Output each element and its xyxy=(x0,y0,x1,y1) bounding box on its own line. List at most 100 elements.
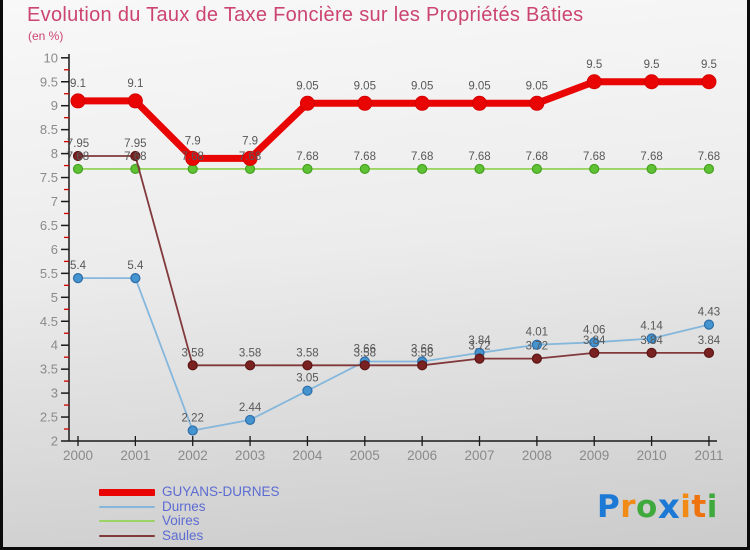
legend-item-guyans-durnes: GUYANS-DURNES xyxy=(99,485,280,500)
marker-guyans-durnes xyxy=(472,95,488,111)
legend-label-durnes: Durnes xyxy=(162,498,206,514)
value-label-saules: 7.95 xyxy=(124,138,146,150)
series-line-durnes xyxy=(77,277,710,432)
legend-item-voires: Voires xyxy=(99,514,280,529)
marker-guyans-durnes xyxy=(70,93,86,109)
value-label-saules: 3.58 xyxy=(354,347,376,359)
marker-durnes xyxy=(244,414,256,426)
value-label-voires: 7.68 xyxy=(468,151,490,163)
marker-saules xyxy=(474,353,485,364)
legend-swatch-voires xyxy=(99,520,155,523)
marker-guyans-durnes xyxy=(414,95,430,111)
marker-voires xyxy=(589,163,600,175)
value-label-voires: 7.68 xyxy=(296,151,318,163)
value-label-durnes: 4.14 xyxy=(640,320,663,332)
value-label-saules: 3.58 xyxy=(239,347,261,359)
y-tick-label: 4 xyxy=(51,338,58,353)
legend-swatch-guyans-durnes xyxy=(99,488,155,496)
value-label-guyans-durnes: 9.05 xyxy=(468,80,490,92)
logo-letter-i: i xyxy=(680,489,692,525)
logo-letter-r: r xyxy=(620,489,637,525)
marker-durnes xyxy=(531,339,542,350)
value-label-voires: 7.68 xyxy=(182,151,204,163)
value-label-guyans-durnes: 7.9 xyxy=(185,135,201,147)
x-tick-label: 2009 xyxy=(579,448,609,463)
y-tick-label: 9 xyxy=(51,98,58,113)
marker-voires xyxy=(531,163,542,175)
y-tick-label: 3.5 xyxy=(40,362,58,377)
y-tick-label: 9.5 xyxy=(40,74,58,89)
marker-durnes xyxy=(130,273,141,284)
value-label-durnes: 5.4 xyxy=(70,260,87,272)
value-label-durnes: 3.66 xyxy=(354,343,376,355)
x-tick-label: 2003 xyxy=(235,448,265,463)
value-label-voires: 7.68 xyxy=(411,151,433,163)
logo-letter-x: x xyxy=(657,487,681,527)
x-tick-label: 2001 xyxy=(120,448,150,463)
marker-durnes xyxy=(589,337,600,348)
x-tick-label: 2007 xyxy=(464,448,494,463)
y-tick-label: 2.5 xyxy=(40,410,58,425)
marker-saules xyxy=(417,360,428,371)
legend-swatch-saules xyxy=(99,534,155,537)
marker-voires xyxy=(703,163,715,175)
value-label-saules: 3.84 xyxy=(583,335,606,347)
marker-voires xyxy=(646,163,657,175)
y-tick-label: 8.5 xyxy=(40,122,58,137)
marker-durnes xyxy=(302,385,313,396)
tax-evolution-chart: 2 2.5 3 3.5 4 4.5 5 5.5 6 6.5 7 7.5 8 8.5 9 9.5 10 2000 20… xyxy=(3,0,747,475)
value-label-guyans-durnes: 9.5 xyxy=(701,59,717,71)
marker-guyans-durnes xyxy=(357,95,373,111)
value-label-durnes: 5.4 xyxy=(127,260,144,272)
value-label-saules: 3.84 xyxy=(640,335,663,347)
value-label-saules: 3.72 xyxy=(468,341,490,353)
marker-voires xyxy=(302,163,313,175)
value-label-saules: 3.58 xyxy=(182,347,204,359)
y-tick-label: 6.5 xyxy=(40,218,58,233)
x-tick-label: 2006 xyxy=(407,448,437,463)
value-label-voires: 7.68 xyxy=(124,151,146,163)
marker-guyans-durnes xyxy=(644,74,660,90)
x-tick-label: 2010 xyxy=(637,448,667,463)
logo-letter-p: P xyxy=(597,489,621,525)
marker-saules xyxy=(130,150,141,162)
marker-guyans-durnes xyxy=(127,93,143,109)
marker-guyans-durnes xyxy=(242,150,258,166)
y-tick-label: 5 xyxy=(51,290,58,305)
y-tick-label: 4.5 xyxy=(40,314,58,329)
y-tick-label: 8 xyxy=(51,146,58,161)
value-label-durnes: 2.22 xyxy=(182,412,204,424)
series-line-guyans-durnes xyxy=(74,78,713,162)
marker-guyans-durnes xyxy=(185,150,201,166)
line-chart-canvas: 2 2.5 3 3.5 4 4.5 5 5.5 6 6.5 7 7.5 8 8.5 9 9.5 10 2000 20… xyxy=(40,50,724,463)
logo-letter-i: i xyxy=(706,489,718,525)
value-label-durnes: 4.43 xyxy=(698,307,720,319)
marker-saules xyxy=(302,360,313,371)
marker-saules xyxy=(244,360,256,371)
value-label-saules: 3.72 xyxy=(526,341,548,353)
value-label-voires: 7.68 xyxy=(239,151,261,163)
value-label-guyans-durnes: 9.05 xyxy=(296,80,318,92)
legend-label-voires: Voires xyxy=(162,513,200,529)
marker-saules xyxy=(187,360,198,371)
marker-voires xyxy=(359,163,370,175)
value-label-durnes: 4.06 xyxy=(583,324,605,336)
marker-durnes xyxy=(703,319,715,330)
value-label-durnes: 4.01 xyxy=(526,327,548,339)
value-label-guyans-durnes: 9.1 xyxy=(127,78,143,90)
y-tick-label: 5.5 xyxy=(40,266,58,281)
marker-durnes xyxy=(187,425,198,436)
legend-label-guyans-durnes: GUYANS-DURNES xyxy=(162,484,280,500)
marker-saules xyxy=(359,360,370,371)
value-label-guyans-durnes: 7.9 xyxy=(242,135,258,147)
value-label-voires: 7.68 xyxy=(526,151,548,163)
y-tick-label: 7 xyxy=(51,194,58,209)
value-label-guyans-durnes: 9.5 xyxy=(586,59,602,71)
y-tick-label: 6 xyxy=(51,242,58,257)
marker-saules xyxy=(531,353,542,364)
chart-subtitle: (en %) xyxy=(28,29,64,43)
value-label-voires: 7.68 xyxy=(67,151,89,163)
y-tick-label: 3 xyxy=(51,386,58,401)
x-tick-label: 2008 xyxy=(522,448,552,463)
